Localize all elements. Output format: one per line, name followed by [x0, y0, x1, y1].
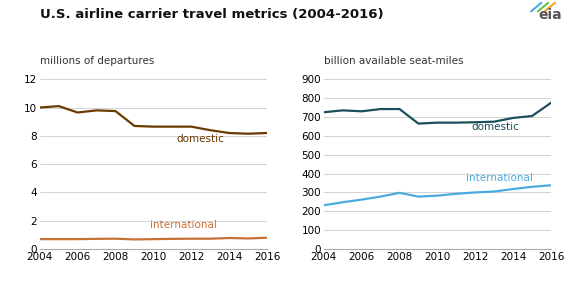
Text: millions of departures: millions of departures — [40, 56, 154, 66]
Text: billion available seat-miles: billion available seat-miles — [324, 56, 463, 66]
Text: U.S. airline carrier travel metrics (2004-2016): U.S. airline carrier travel metrics (200… — [40, 8, 383, 22]
Text: international: international — [466, 173, 533, 183]
Text: domestic: domestic — [176, 134, 224, 144]
Text: domestic: domestic — [471, 122, 519, 132]
Text: international: international — [149, 220, 216, 230]
Text: eia: eia — [538, 8, 562, 22]
